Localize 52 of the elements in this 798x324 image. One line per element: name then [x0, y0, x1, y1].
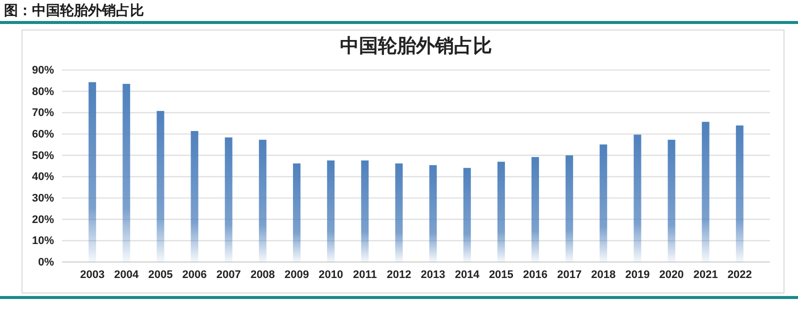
y-tick-label: 50%: [32, 150, 54, 162]
y-tick-label: 0%: [38, 256, 54, 269]
bar: [634, 134, 642, 262]
chart-title: 中国轮胎外销占比: [340, 35, 492, 57]
bar: [293, 163, 300, 262]
x-tick-label: 2008: [250, 268, 275, 281]
bar: [224, 137, 232, 262]
x-tick-label: 2007: [216, 268, 241, 281]
y-tick-label: 20%: [32, 214, 54, 226]
x-tick-label: 2009: [284, 268, 309, 281]
x-tick-label: 2020: [659, 268, 684, 281]
x-tick-label: 2006: [182, 268, 207, 281]
x-tick-label: 2014: [454, 268, 480, 281]
bar: [190, 131, 198, 262]
bar: [668, 140, 676, 262]
bar: [532, 157, 539, 262]
bar: [361, 160, 369, 262]
x-tick-label: 2021: [693, 268, 718, 281]
x-tick-label: 2011: [352, 268, 377, 281]
bar: [429, 165, 437, 262]
x-tick-label: 2010: [318, 268, 344, 281]
x-tick-label: 2005: [148, 268, 173, 281]
x-tick-label: 2004: [114, 268, 140, 281]
bar: [327, 160, 335, 262]
bar: [600, 144, 608, 262]
bar: [463, 168, 471, 262]
y-tick-label: 30%: [32, 192, 54, 205]
x-tick-label: 2015: [488, 268, 514, 281]
bar: [156, 110, 164, 262]
text: 图：中国轮胎外销占比: [4, 3, 144, 19]
y-tick-label: 10%: [32, 235, 54, 248]
bar: [395, 163, 403, 262]
bar: [88, 82, 96, 262]
bar: [566, 155, 574, 262]
bar: [122, 84, 130, 262]
bar: [736, 125, 744, 262]
y-tick-label: 40%: [32, 171, 54, 184]
x-tick-label: 2018: [591, 268, 616, 281]
y-tick-label: 60%: [32, 128, 54, 141]
y-tick-label: 90%: [32, 64, 54, 77]
x-tick-label: 2022: [727, 268, 752, 281]
y-tick-label: 80%: [32, 86, 54, 98]
x-tick-label: 2003: [80, 268, 105, 281]
x-tick-label: 2017: [557, 268, 582, 281]
y-tick-label: 70%: [32, 107, 54, 120]
bar: [702, 122, 710, 262]
x-tick-label: 2019: [625, 268, 650, 281]
x-tick-label: 2013: [420, 268, 446, 281]
x-tick-label: 2012: [386, 268, 412, 281]
x-tick-label: 2016: [523, 268, 548, 281]
bar: [497, 162, 505, 262]
bar: [258, 140, 266, 262]
